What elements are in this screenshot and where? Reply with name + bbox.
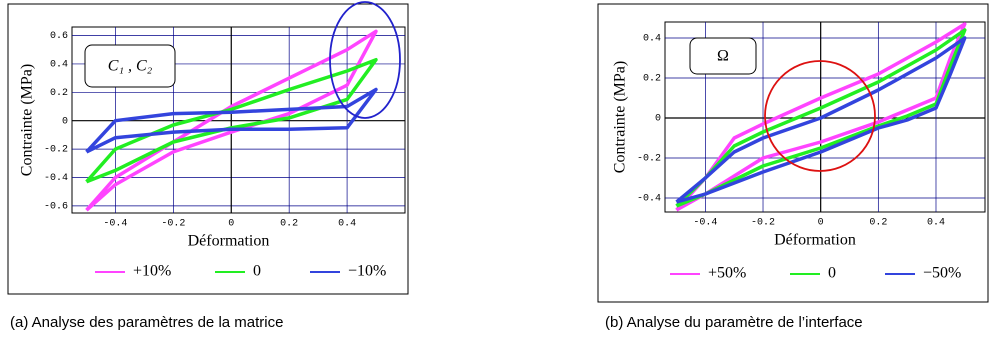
y-tick-label: 0 [62,116,68,127]
y-tick-label: 0.2 [50,88,68,99]
y-tick-label: 0.4 [50,60,68,71]
annotation: C₁ , C₂ [108,58,153,75]
series-line [85,87,378,154]
x-tick-label: 0.4 [338,219,356,230]
y-tick-label: 0.6 [50,31,68,42]
y-tick-label: 0.2 [643,74,661,85]
x-tick-label: -0.2 [751,218,775,229]
y-tick-label: 0 [655,114,661,125]
legend-label: 0 [828,265,836,282]
annotation-box [84,44,176,88]
y-axis-label: Contrainte (MPa) [19,64,36,176]
highlight-ring [329,1,401,119]
x-tick-label: -0.4 [103,219,127,230]
y-tick-label: -0.6 [44,202,68,213]
legend-label: 0 [253,263,261,280]
x-tick-label: 0.4 [927,218,945,229]
x-tick-label: 0 [228,219,234,230]
series-line [675,28,967,208]
legend-label: +10% [133,263,171,280]
x-tick-label: 0.2 [280,219,298,230]
y-axis-label: Contrainte (MPa) [612,61,629,173]
legend-label: −50% [923,265,961,282]
series-line [675,36,967,204]
x-tick-label: -0.2 [161,219,185,230]
x-axis-label: Déformation [188,233,270,250]
highlight-ring [764,60,876,172]
y-tick-label: -0.2 [637,154,661,165]
annotation-box [689,37,757,75]
x-axis-label: Déformation [774,232,856,249]
panel-frame [597,3,989,303]
y-tick-label: -0.2 [44,145,68,156]
y-tick-label: -0.4 [637,194,661,205]
x-tick-label: 0 [818,218,824,229]
y-tick-label: 0.4 [643,34,661,45]
caption: (a) Analyse des paramètres de la matrice [10,314,283,331]
caption: (b) Analyse du paramètre de l’interface [605,314,863,331]
y-tick-label: -0.4 [44,173,68,184]
legend-label: +50% [708,265,746,282]
panel-frame [7,3,409,295]
x-tick-label: 0.2 [869,218,887,229]
series-line [85,57,378,184]
x-tick-label: -0.4 [693,218,717,229]
legend-label: −10% [348,263,386,280]
annotation: Ω [717,48,729,65]
